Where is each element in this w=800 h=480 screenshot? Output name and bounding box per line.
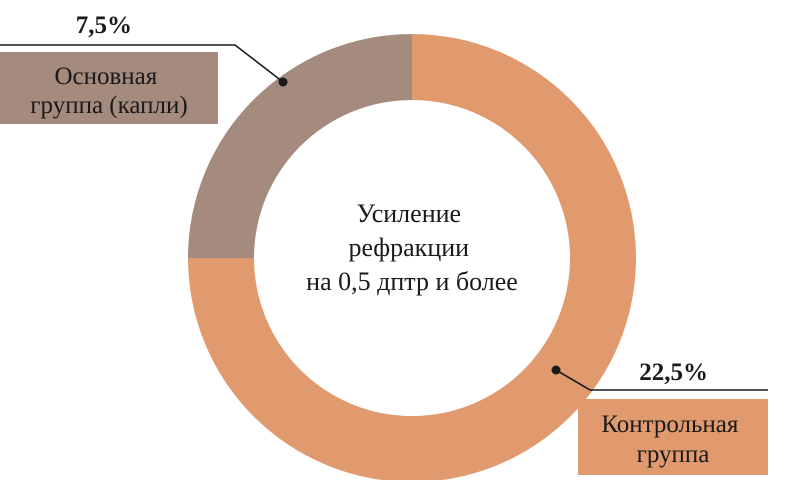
callout-line-main — [0, 44, 284, 83]
legend-label-control-line-1: Контрольная — [601, 411, 739, 438]
center-label-line-2: рефракции — [348, 233, 469, 262]
legend-box-main — [0, 52, 218, 124]
slice-control-group — [188, 34, 636, 480]
callout-dot-main — [278, 77, 288, 87]
center-label-line-1: Усиление — [356, 199, 461, 228]
donut-slices — [188, 34, 636, 480]
legend-label-main-line-2: группа (капли) — [30, 92, 187, 119]
value-label-control: 22,5% — [639, 359, 708, 386]
callout-dot-control — [551, 365, 561, 375]
callout-main-group: 7,5% Основная группа (капли) — [0, 12, 288, 124]
legend-label-control: Контрольная группа — [601, 411, 744, 468]
legend-label-main: Основная группа (капли) — [30, 63, 187, 119]
callout-control-group: 22,5% Контрольная группа — [551, 359, 768, 475]
legend-label-control-line-2: группа — [637, 441, 710, 468]
center-label-line-3: на 0,5 дптр и более — [306, 267, 518, 296]
slice-main-group — [188, 34, 412, 258]
value-label-main: 7,5% — [76, 12, 132, 39]
center-label: Усиление рефракции на 0,5 дптр и более — [306, 199, 518, 296]
callout-line-control — [555, 369, 768, 391]
legend-label-main-line-1: Основная — [54, 63, 157, 90]
legend-box-control — [578, 399, 768, 475]
